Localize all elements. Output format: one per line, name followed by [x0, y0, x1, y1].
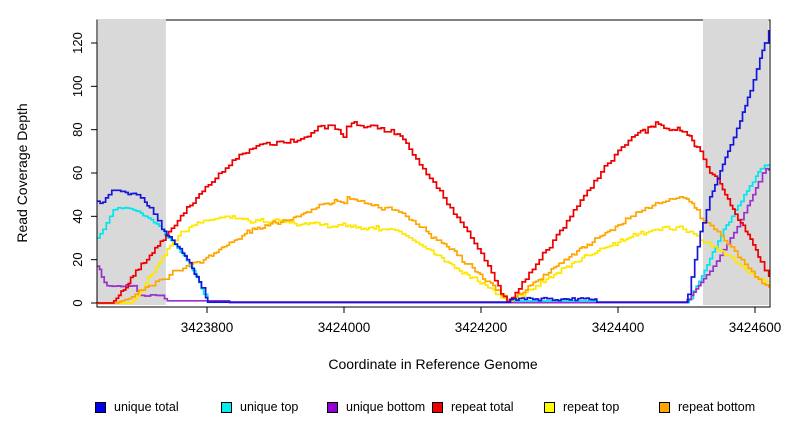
y-tick-label: 100 [70, 75, 85, 97]
y-tick-label: 120 [70, 32, 85, 54]
y-tick-label: 60 [70, 166, 85, 180]
x-tick-label: 3424400 [592, 320, 645, 335]
legend-label: repeat total [451, 400, 514, 414]
legend-item-unique-top: unique top [221, 400, 298, 414]
shaded-region-0 [97, 19, 166, 305]
series-line-unique-total [97, 30, 770, 303]
legend-label: unique top [240, 400, 299, 414]
series-lines [97, 30, 770, 304]
legend-item-repeat-bottom: repeat bottom [659, 400, 755, 414]
x-tick-label: 3424000 [318, 320, 371, 335]
legend-label: repeat bottom [678, 400, 756, 414]
shaded-regions [97, 19, 769, 305]
legend-item-unique-total: unique total [95, 400, 179, 414]
plot-frame [96, 19, 771, 308]
series-line-repeat-top [97, 215, 770, 304]
y-tick-label: 80 [70, 122, 85, 136]
plot-border [96, 19, 771, 308]
legend-item-unique-bottom: unique bottom [327, 400, 425, 414]
series-line-repeat-bottom [97, 195, 770, 304]
legend-label: unique total [114, 400, 179, 414]
x-tick-label: 3424600 [729, 320, 782, 335]
y-tick-label: 40 [70, 209, 85, 223]
legend-item-repeat-top: repeat top [544, 400, 619, 414]
x-tick-label: 3423800 [181, 320, 234, 335]
legend-item-repeat-total: repeat total [432, 400, 514, 414]
y-axis-title: Read Coverage Depth [14, 103, 30, 242]
legend-swatch-unique-total [95, 401, 106, 413]
legend-label: unique bottom [346, 400, 426, 414]
legend-swatch-repeat-top [544, 401, 555, 413]
axes: 3423800 3424000 3424200 3424400 3424600 0 20 40… [70, 32, 781, 335]
legend-label: repeat top [563, 400, 620, 414]
legend-swatch-repeat-total [432, 401, 443, 413]
x-axis-title: Coordinate in Reference Genome [328, 356, 538, 372]
series-line-repeat-total [97, 120, 770, 304]
legend-swatch-unique-bottom [327, 401, 338, 413]
y-tick-label: 0 [70, 299, 85, 306]
legend-swatch-unique-top [221, 401, 232, 413]
y-tick-label: 20 [70, 252, 85, 266]
x-tick-label: 3424200 [455, 320, 508, 335]
series-line-unique-top [97, 164, 770, 304]
legend-swatch-repeat-bottom [659, 401, 670, 413]
